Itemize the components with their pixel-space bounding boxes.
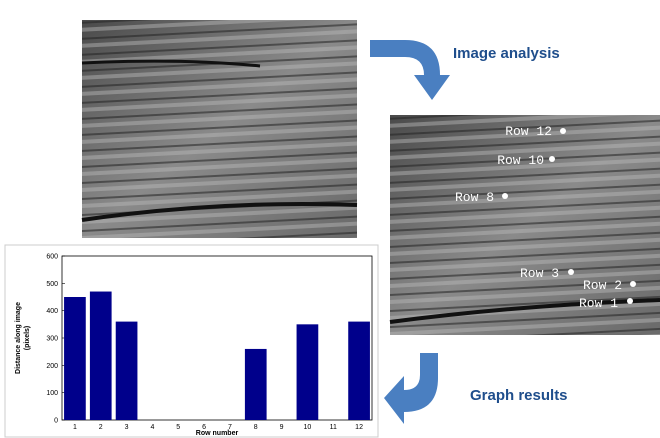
x-tick-label: 5 (176, 424, 180, 431)
y-tick-label: 100 (46, 390, 58, 397)
row-label: Row 2 (583, 278, 622, 293)
row-label: Row 1 (579, 296, 618, 311)
row-label: Row 3 (520, 266, 559, 281)
x-tick-label: 12 (355, 424, 363, 431)
bar (115, 321, 138, 420)
row-label: Row 8 (455, 190, 494, 205)
row-label: Row 10 (497, 153, 544, 168)
x-axis-label: Row number (196, 430, 239, 437)
x-tick-label: 11 (330, 424, 337, 431)
y-tick-label: 600 (46, 254, 58, 261)
row-dot (502, 193, 508, 199)
analysed-image (389, 115, 660, 335)
x-tick-label: 1 (73, 424, 77, 431)
x-tick-label: 10 (304, 424, 312, 431)
row-dot (630, 281, 636, 287)
row-dot (627, 298, 633, 304)
x-tick-label: 3 (125, 424, 129, 431)
y-tick-label: 200 (46, 363, 58, 370)
source-image (81, 20, 358, 238)
row-dot (549, 156, 555, 162)
plot-area (61, 255, 373, 421)
step-label: Image analysis (453, 45, 560, 62)
row-dot (568, 269, 574, 275)
x-tick-label: 2 (99, 424, 103, 431)
y-tick-label: 300 (46, 336, 58, 343)
y-axis-label: (pixels) (24, 326, 31, 351)
y-axis-label: Distance along image (15, 302, 22, 374)
row-label: Row 12 (505, 124, 552, 139)
bar (64, 297, 86, 420)
arrow (384, 353, 438, 424)
bar (296, 324, 319, 420)
y-tick-label: 400 (46, 308, 58, 315)
row-markers: Row 12 Row 10 Row 8 Row 3 Row 2 Row 1 (455, 124, 636, 311)
x-tick-label: 6 (202, 424, 206, 431)
bar (244, 348, 267, 420)
row-dot (560, 128, 566, 134)
step-label: Graph results (470, 387, 568, 404)
x-tick-label: 7 (228, 424, 232, 431)
y-tick-label: 0 (54, 418, 58, 425)
y-tick-label: 500 (46, 281, 58, 288)
x-tick-label: 8 (254, 424, 258, 431)
bar (348, 321, 370, 420)
bar (89, 291, 112, 420)
x-tick-label: 4 (150, 424, 154, 431)
chart: Row number Distance along image (pixels)… (15, 254, 373, 437)
arrow (370, 40, 450, 100)
x-tick-label: 9 (280, 424, 284, 431)
